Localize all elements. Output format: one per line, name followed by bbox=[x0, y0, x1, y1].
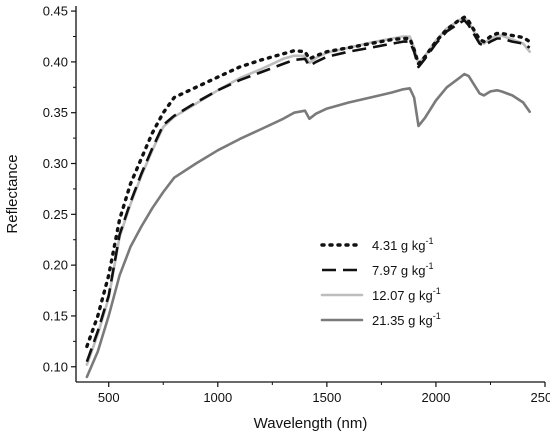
y-tick-label: 0.10 bbox=[43, 359, 68, 374]
x-tick-label: 500 bbox=[98, 390, 120, 405]
legend-label-superscript: -1 bbox=[426, 236, 434, 246]
legend-label-text: 12.07 g kg bbox=[372, 288, 433, 303]
x-axis-label: Wavelength (nm) bbox=[254, 415, 368, 432]
y-tick-label: 0.25 bbox=[43, 207, 68, 222]
series-line bbox=[85, 15, 532, 349]
y-tick-label: 0.35 bbox=[43, 105, 68, 120]
legend: 4.31 g kg-17.97 g kg-112.07 g kg-121.35 … bbox=[320, 236, 441, 328]
legend-label-superscript: -1 bbox=[426, 261, 434, 271]
plot-lines bbox=[85, 15, 532, 379]
y-tick-label: 0.40 bbox=[43, 54, 68, 69]
legend-label-text: 4.31 g kg bbox=[372, 238, 426, 253]
x-tick-label: 1000 bbox=[203, 390, 232, 405]
y-tick-label: 0.20 bbox=[43, 258, 68, 273]
x-tick-label: 2000 bbox=[421, 390, 450, 405]
y-tick-label: 0.45 bbox=[43, 4, 68, 19]
legend-label-superscript: -1 bbox=[433, 286, 441, 296]
y-axis-label: Reflectance bbox=[4, 154, 21, 233]
legend-label-superscript: -1 bbox=[433, 311, 441, 321]
legend-label: 4.31 g kg-1 bbox=[372, 236, 434, 253]
y-tick-label: 0.15 bbox=[43, 308, 68, 323]
legend-label: 7.97 g kg-1 bbox=[372, 261, 434, 278]
series-line bbox=[85, 72, 532, 379]
series-line bbox=[85, 18, 531, 363]
x-tick-label: 1500 bbox=[312, 390, 341, 405]
y-tick-label: 0.30 bbox=[43, 156, 68, 171]
legend-label-text: 7.97 g kg bbox=[372, 263, 426, 278]
legend-label: 21.35 g kg-1 bbox=[372, 311, 441, 328]
series-line bbox=[85, 15, 532, 367]
legend-label: 12.07 g kg-1 bbox=[372, 286, 441, 303]
legend-label-text: 21.35 g kg bbox=[372, 313, 433, 328]
